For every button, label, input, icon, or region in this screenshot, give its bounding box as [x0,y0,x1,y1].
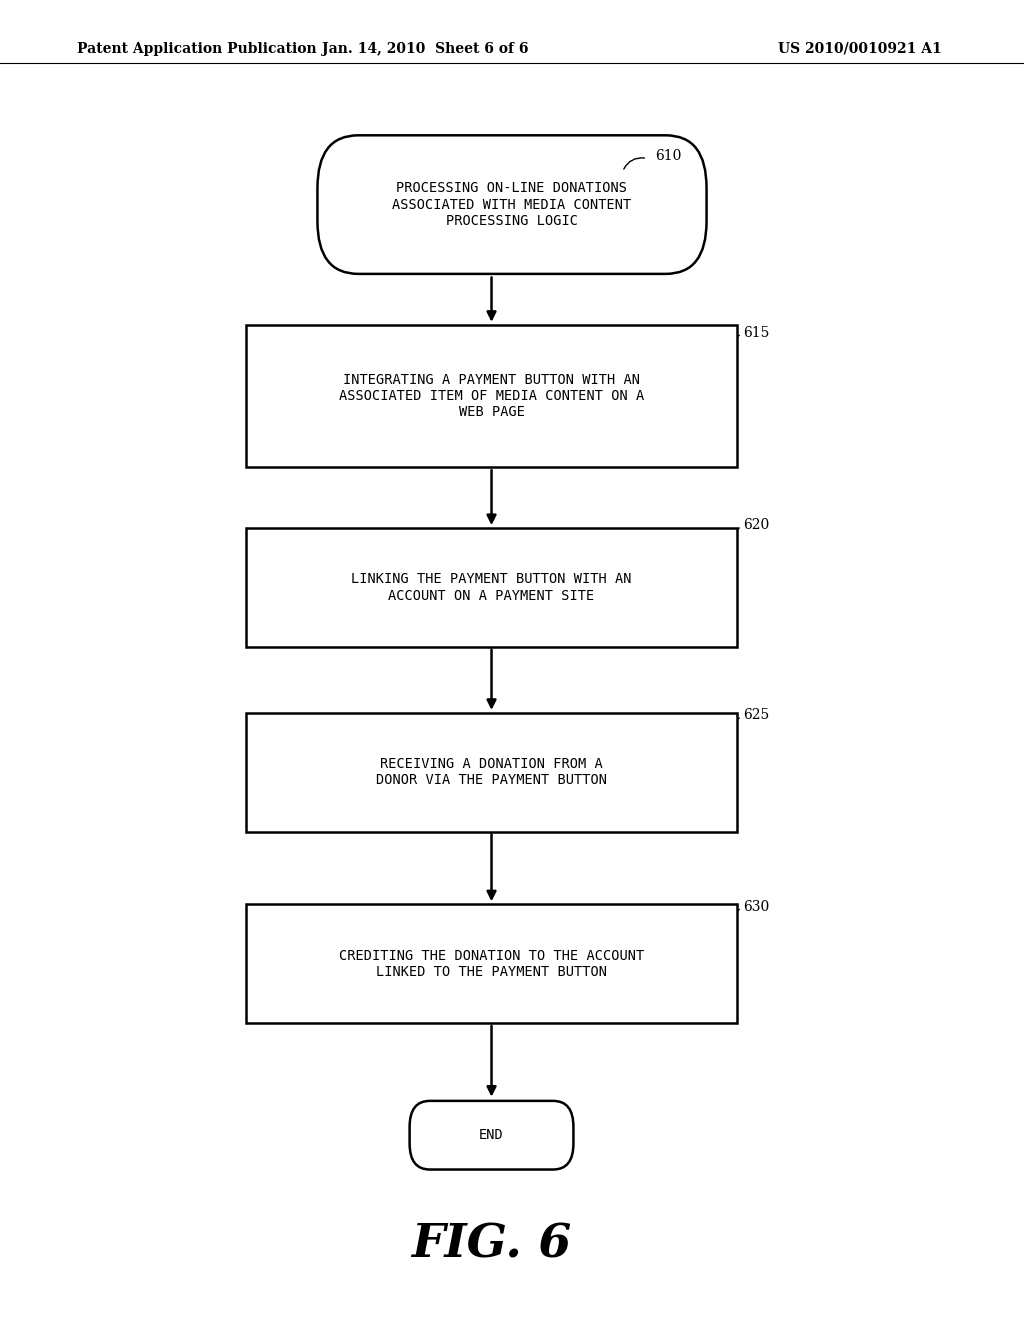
Text: 615: 615 [743,326,770,339]
Text: PROCESSING ON-LINE DONATIONS
ASSOCIATED WITH MEDIA CONTENT
PROCESSING LOGIC: PROCESSING ON-LINE DONATIONS ASSOCIATED … [392,181,632,228]
FancyBboxPatch shape [317,135,707,275]
Text: FIG. 6: FIG. 6 [412,1222,571,1267]
Text: US 2010/0010921 A1: US 2010/0010921 A1 [778,42,942,55]
Text: 625: 625 [743,709,770,722]
Bar [246,904,737,1023]
Text: 610: 610 [655,149,682,162]
Text: END: END [479,1129,504,1142]
Text: INTEGRATING A PAYMENT BUTTON WITH AN
ASSOCIATED ITEM OF MEDIA CONTENT ON A
WEB P: INTEGRATING A PAYMENT BUTTON WITH AN ASS… [339,372,644,420]
Text: LINKING THE PAYMENT BUTTON WITH AN
ACCOUNT ON A PAYMENT SITE: LINKING THE PAYMENT BUTTON WITH AN ACCOU… [351,573,632,602]
Bar [246,713,737,832]
Text: 620: 620 [743,519,770,532]
Text: RECEIVING A DONATION FROM A
DONOR VIA THE PAYMENT BUTTON: RECEIVING A DONATION FROM A DONOR VIA TH… [376,758,607,787]
Bar [246,528,737,647]
Text: Patent Application Publication: Patent Application Publication [77,42,316,55]
Text: CREDITING THE DONATION TO THE ACCOUNT
LINKED TO THE PAYMENT BUTTON: CREDITING THE DONATION TO THE ACCOUNT LI… [339,949,644,978]
Text: Jan. 14, 2010  Sheet 6 of 6: Jan. 14, 2010 Sheet 6 of 6 [322,42,528,55]
Bar [246,325,737,467]
Text: 630: 630 [743,900,770,913]
FancyBboxPatch shape [410,1101,573,1170]
